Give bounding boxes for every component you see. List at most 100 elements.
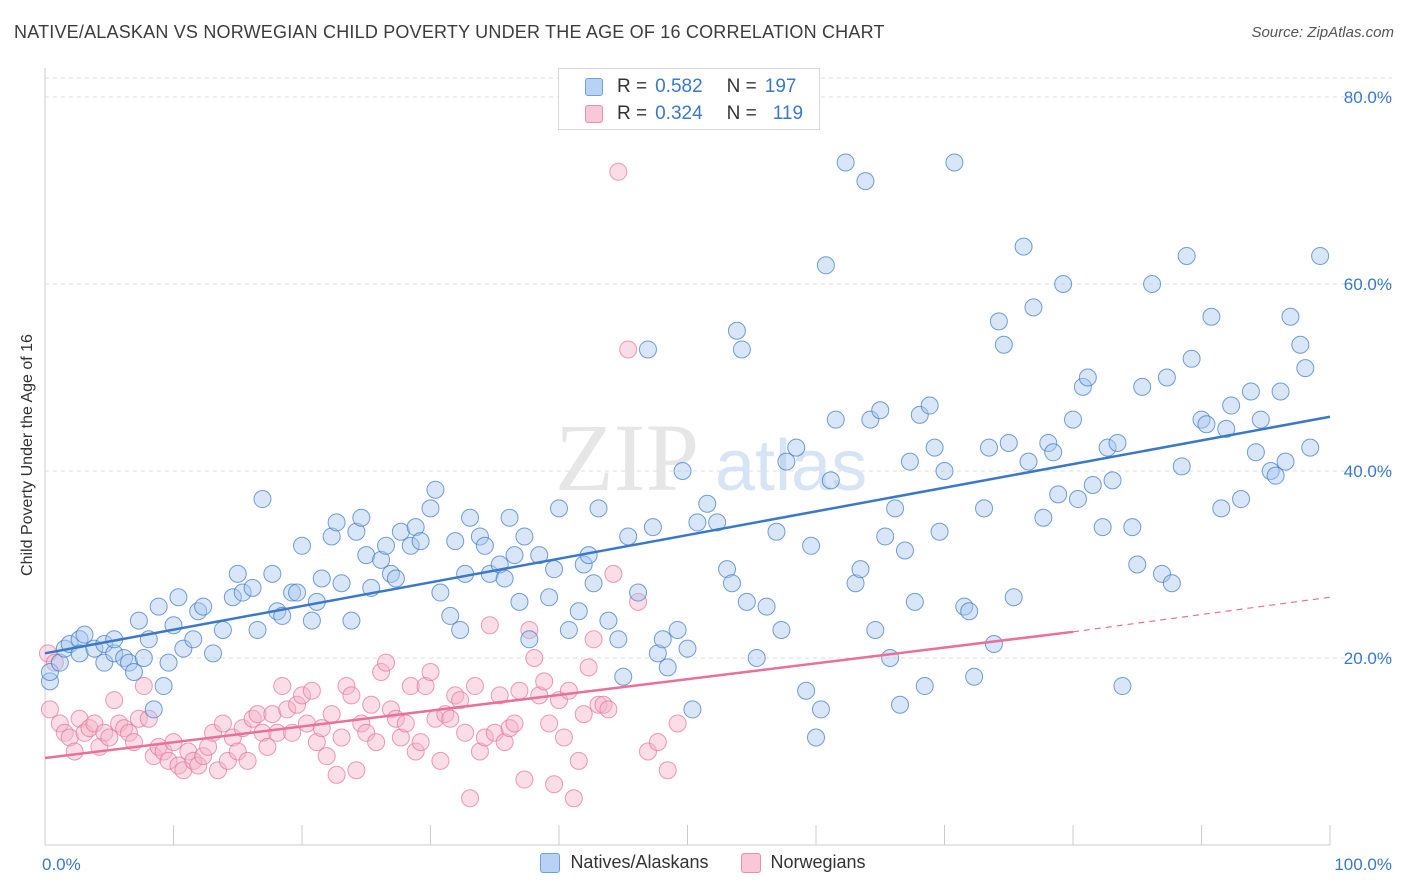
- natives-point: [895, 541, 914, 560]
- legend-r-value: 0.582: [655, 76, 703, 97]
- natives-point: [129, 611, 148, 630]
- natives-point: [915, 677, 934, 696]
- natives-point: [174, 639, 193, 658]
- natives-point: [1251, 410, 1270, 429]
- natives-point: [935, 462, 954, 480]
- natives-point: [1103, 471, 1122, 490]
- legend-n-label: N =: [726, 103, 757, 124]
- natives-point: [1311, 246, 1330, 265]
- natives-point: [293, 536, 311, 555]
- norwegians-point: [401, 677, 420, 696]
- norwegians-point: [465, 677, 484, 696]
- natives-point: [386, 569, 405, 588]
- natives-point: [1152, 564, 1171, 583]
- norwegians-point: [228, 742, 247, 761]
- series-legend: Natives/Alaskans Norwegians: [0, 852, 1406, 873]
- natives-point: [1241, 382, 1260, 401]
- norwegians-point: [357, 723, 376, 742]
- natives-point: [1266, 466, 1285, 485]
- natives-point: [1049, 485, 1068, 504]
- natives-point: [357, 546, 376, 565]
- natives-point: [515, 527, 534, 546]
- natives-point: [1222, 396, 1241, 415]
- natives-point: [891, 695, 910, 714]
- norwegians-point: [564, 789, 583, 808]
- natives-point: [876, 527, 895, 546]
- natives-point: [856, 172, 875, 191]
- natives-point: [984, 634, 1003, 653]
- natives-point: [1123, 518, 1142, 537]
- natives-point: [1093, 518, 1112, 537]
- norwegians-point: [367, 733, 386, 752]
- norwegians-point: [238, 751, 257, 770]
- norwegians-point: [525, 649, 544, 667]
- natives-point: [1217, 419, 1236, 438]
- natives-point: [767, 522, 786, 541]
- natives-point: [500, 508, 519, 527]
- natives-point: [584, 574, 603, 593]
- natives-point: [1172, 457, 1191, 476]
- natives-point: [505, 546, 524, 565]
- natives-point: [1024, 298, 1043, 317]
- natives-point: [673, 462, 692, 480]
- norwegians-point: [569, 751, 588, 770]
- natives-point: [377, 536, 396, 555]
- natives-point: [881, 649, 900, 667]
- natives-point: [1078, 368, 1097, 387]
- norwegians-point: [431, 751, 450, 770]
- natives-point: [520, 630, 539, 649]
- natives-point: [811, 700, 830, 719]
- norwegians-point: [540, 714, 559, 733]
- legend-swatch-blue: [540, 852, 561, 873]
- norwegians-point: [396, 714, 415, 733]
- natives-point: [797, 681, 816, 700]
- natives-point: [589, 499, 608, 518]
- norwegians-point: [461, 789, 480, 808]
- natives-point: [540, 588, 559, 607]
- norwegians-point: [372, 663, 391, 682]
- norwegians-point: [490, 686, 509, 705]
- natives-point: [861, 410, 880, 429]
- natives-point: [826, 410, 845, 429]
- natives-point: [989, 312, 1008, 331]
- norwegians-point: [648, 733, 667, 752]
- natives-point: [372, 550, 391, 569]
- natives-point: [1083, 476, 1102, 495]
- natives-point: [698, 494, 717, 513]
- norwegians-point: [174, 761, 193, 780]
- norwegians-point: [307, 733, 326, 752]
- norwegians-point: [604, 564, 623, 583]
- natives-point: [1271, 382, 1290, 401]
- natives-point: [263, 564, 282, 583]
- natives-point: [1157, 368, 1176, 387]
- natives-point: [999, 433, 1018, 452]
- natives-point: [559, 620, 578, 639]
- natives-point: [1276, 452, 1295, 471]
- natives-point: [737, 592, 756, 611]
- norwegians-point: [377, 653, 396, 672]
- natives-point: [1128, 555, 1147, 574]
- natives-point: [732, 340, 751, 359]
- legend-swatch-pink: [740, 852, 761, 873]
- natives-point: [1044, 443, 1063, 462]
- natives-point: [75, 625, 94, 644]
- natives-point: [900, 452, 919, 471]
- norwegians-point: [218, 751, 237, 770]
- natives-point: [807, 728, 825, 747]
- natives-trend-line: [44, 415, 1331, 655]
- norwegians-point: [495, 733, 514, 752]
- natives-point: [965, 667, 984, 686]
- norwegians-point: [609, 162, 628, 181]
- natives-point: [154, 677, 173, 696]
- natives-point: [1177, 246, 1196, 265]
- natives-point: [648, 644, 667, 663]
- natives-point: [1281, 307, 1300, 326]
- norwegians-point: [599, 700, 618, 719]
- natives-point: [144, 700, 163, 719]
- legend-label-natives: Natives/Alaskans: [570, 852, 709, 872]
- natives-point: [816, 256, 835, 275]
- natives-point: [1301, 438, 1320, 457]
- norwegians-point: [362, 695, 381, 714]
- norwegians-point: [510, 681, 529, 700]
